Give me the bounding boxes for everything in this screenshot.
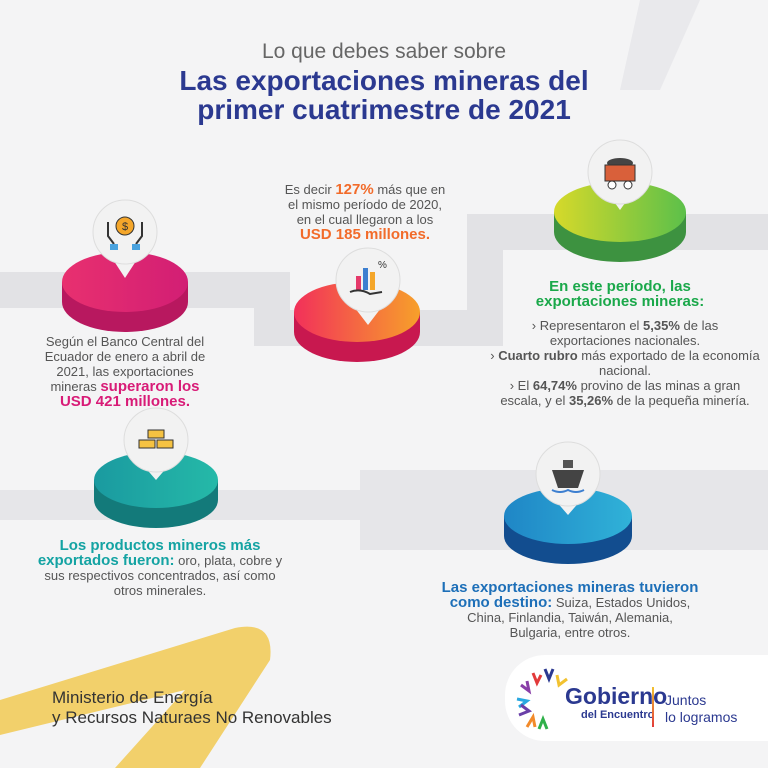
page-subtitle: Lo que debes saber sobre	[261, 40, 506, 63]
logo-arrows-icon	[516, 668, 568, 730]
pin-money-hands-icon: $	[92, 199, 158, 278]
pedestal-pink	[62, 252, 188, 332]
period-heading: En este período, las exportaciones miner…	[535, 278, 705, 310]
pin-gold-bars-icon	[123, 407, 189, 480]
svg-text:$: $	[122, 221, 128, 233]
pin-growth-chart-icon: %	[335, 247, 401, 325]
bullet-item: › Cuarto rubro más exportado de la econo…	[490, 348, 760, 378]
pin-cargo-ship-icon	[535, 441, 601, 515]
destinations-text: Las exportaciones mineras tuvieron como …	[441, 579, 699, 640]
period-bullets: › Representaron el 5,35% de las exportac…	[490, 318, 760, 408]
slogan: Juntos lo logramos	[665, 692, 738, 725]
government-logo: Gobierno del Encuentro Juntos lo logramo…	[505, 655, 768, 741]
banco-central-text: Según el Banco Central del Ecuador de en…	[44, 334, 206, 410]
bullet-item: › Representaron el 5,35% de las exportac…	[531, 318, 719, 348]
pedestal-blue	[504, 488, 632, 564]
growth-text: Es decir 127% más que en el mismo períod…	[284, 181, 446, 243]
pin-mine-cart-icon	[587, 139, 653, 210]
pedestal-green	[554, 182, 686, 262]
decorative-stripe	[620, 0, 700, 90]
svg-text:%: %	[378, 260, 387, 271]
yellow-shape	[0, 626, 271, 768]
ministry-name: Ministerio de Energía y Recursos Naturae…	[52, 688, 332, 727]
page-title: Las exportaciones mineras del primer cua…	[179, 65, 589, 125]
bullet-item: › El 64,74% provino de las minas a gran …	[500, 378, 750, 408]
products-text: Los productos mineros más exportados fue…	[37, 537, 283, 598]
logo-divider	[652, 687, 654, 727]
